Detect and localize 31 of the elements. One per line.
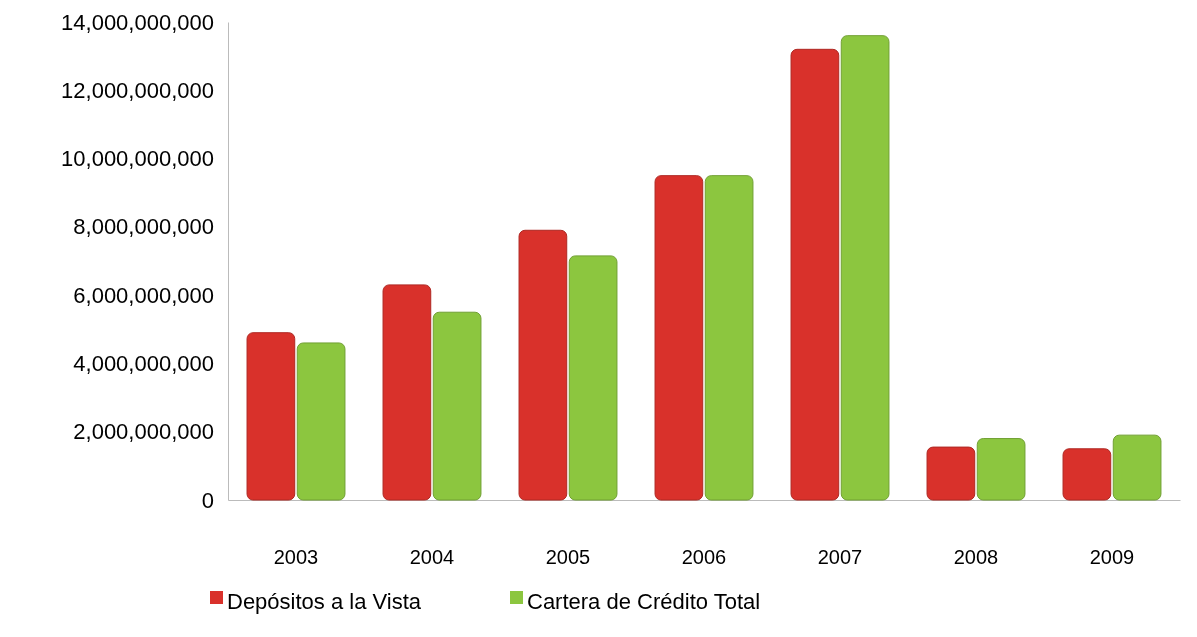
y-tick-label: 12,000,000,000 <box>61 77 214 103</box>
x-tick-label: 2008 <box>953 546 999 569</box>
bar <box>976 438 1026 501</box>
x-tick-label: 2007 <box>817 546 863 569</box>
bar <box>432 311 482 501</box>
bar <box>246 332 296 501</box>
y-tick-label: 2,000,000,000 <box>73 419 214 445</box>
y-tick-label: 8,000,000,000 <box>73 214 214 240</box>
bar <box>840 35 890 501</box>
legend-label: Cartera de Crédito Total <box>527 588 761 614</box>
bar <box>518 229 568 501</box>
bar <box>382 284 432 501</box>
bar <box>654 175 704 501</box>
y-tick-label: 14,000,000,000 <box>61 9 214 35</box>
bar <box>568 255 618 501</box>
x-tick-label: 2005 <box>545 546 591 569</box>
bar <box>790 48 840 501</box>
bar <box>926 446 976 501</box>
y-tick-label: 10,000,000,000 <box>61 146 214 172</box>
x-tick-label: 2003 <box>273 546 319 569</box>
y-tick-label: 0 <box>201 487 214 513</box>
legend-label: Depósitos a la Vista <box>227 588 422 614</box>
bar <box>1062 448 1112 501</box>
bar <box>1112 434 1162 501</box>
y-tick-label: 6,000,000,000 <box>73 282 214 308</box>
bar <box>704 175 754 501</box>
y-tick-label: 4,000,000,000 <box>73 350 214 376</box>
x-tick-label: 2004 <box>409 546 455 569</box>
x-tick-label: 2006 <box>681 546 727 569</box>
x-tick-label: 2009 <box>1089 546 1135 569</box>
bar <box>296 342 346 501</box>
